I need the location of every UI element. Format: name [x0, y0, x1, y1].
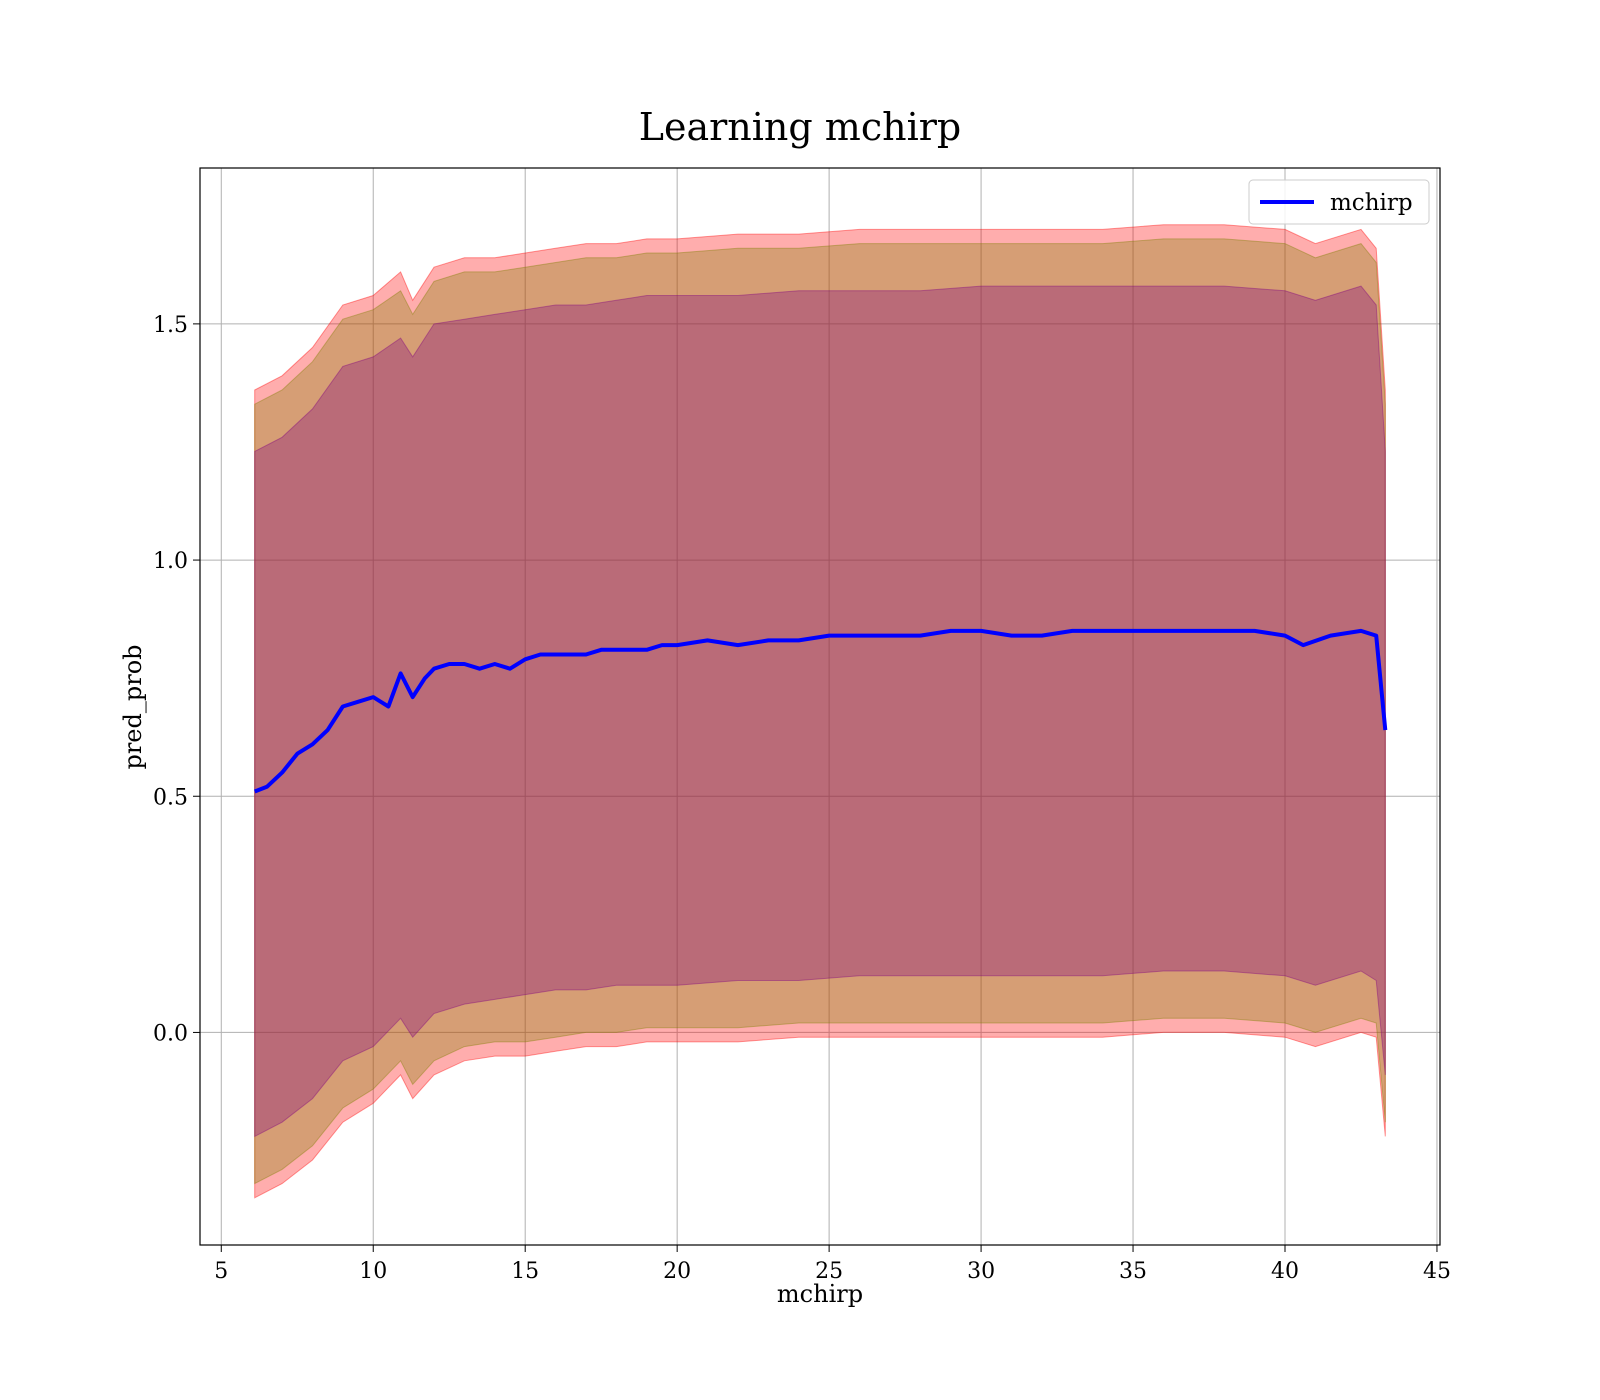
y-tick-label: 1.5 — [153, 313, 188, 338]
confidence-bands — [254, 224, 1386, 1199]
grid — [200, 168, 1440, 1245]
x-tick-label: 30 — [967, 1259, 995, 1284]
legend-box — [1248, 179, 1430, 225]
y-tick-label: 0.0 — [153, 1021, 188, 1046]
series-line-mchirp — [253, 628, 1388, 794]
x-tick-label: 45 — [1423, 1259, 1451, 1284]
series-lines — [253, 628, 1388, 794]
y-tick-label: 0.5 — [153, 785, 188, 810]
x-tick-label: 20 — [663, 1259, 691, 1284]
y-axis-label: pred_prob — [119, 644, 147, 769]
y-tick-label: 1.0 — [153, 549, 188, 574]
y-axis-ticks: 0.0 0.5 1.0 1.5 — [153, 313, 200, 1046]
plot-frame — [199, 167, 1441, 1246]
x-axis-label: mchirp — [777, 1280, 863, 1308]
legend-label-mchirp: mchirp — [1330, 190, 1413, 216]
x-tick-label: 5 — [214, 1259, 228, 1284]
chart-title: Learning mchirp — [639, 105, 961, 149]
x-tick-label: 15 — [511, 1259, 539, 1284]
legend: mchirp — [1248, 179, 1430, 225]
x-axis-ticks: 5 10 15 20 25 30 35 40 45 — [214, 1245, 1451, 1284]
confidence-band-2 — [254, 238, 1386, 1185]
confidence-band-1 — [254, 224, 1386, 1199]
x-tick-label: 10 — [359, 1259, 387, 1284]
x-tick-label: 40 — [1271, 1259, 1299, 1284]
x-tick-label: 25 — [815, 1259, 843, 1284]
confidence-band-3 — [254, 285, 1386, 1138]
x-tick-label: 35 — [1119, 1259, 1147, 1284]
